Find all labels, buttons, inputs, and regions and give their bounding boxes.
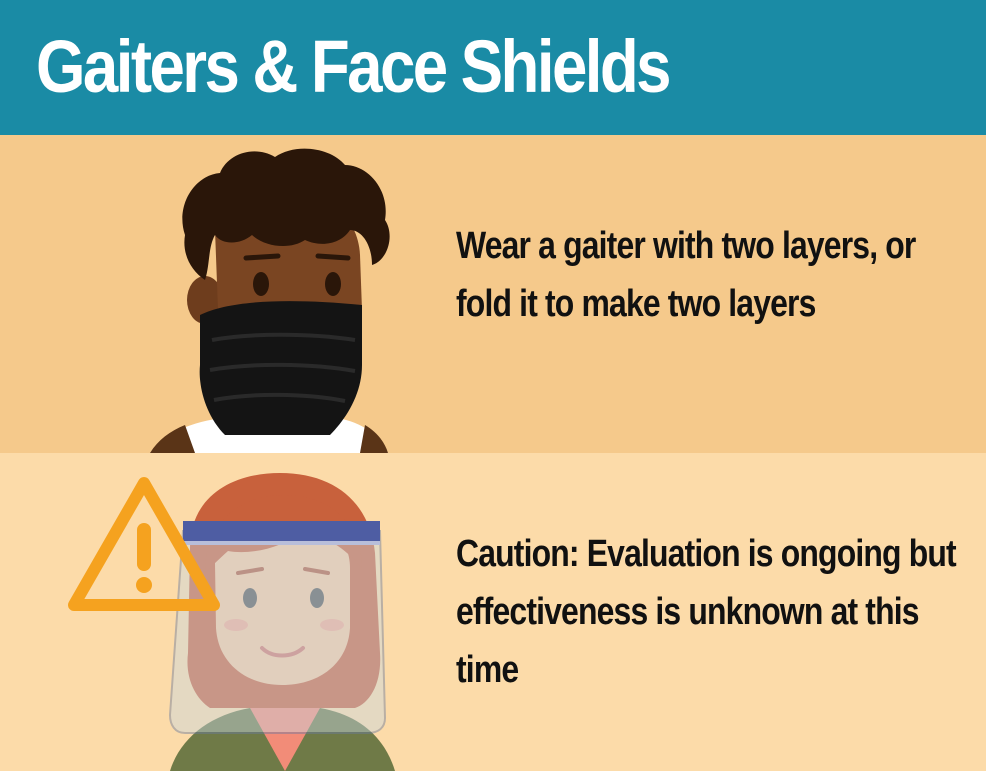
gaiter-person-illustration bbox=[150, 148, 390, 453]
header-banner: Gaiters & Face Shields bbox=[0, 0, 986, 135]
face-shield-person-illustration bbox=[168, 473, 395, 771]
face-shield-caution: Caution: Evaluation is ongoing but effec… bbox=[456, 533, 957, 691]
gaiter-instruction: Wear a gaiter with two layers, or fold i… bbox=[456, 225, 916, 325]
page-title: Gaiters & Face Shields bbox=[36, 25, 672, 108]
warning-triangle-icon bbox=[68, 477, 220, 611]
gaiter-section: Wear a gaiter with two layers, or fold i… bbox=[0, 135, 986, 453]
face-shield-section: Caution: Evaluation is ongoing but effec… bbox=[0, 453, 986, 771]
